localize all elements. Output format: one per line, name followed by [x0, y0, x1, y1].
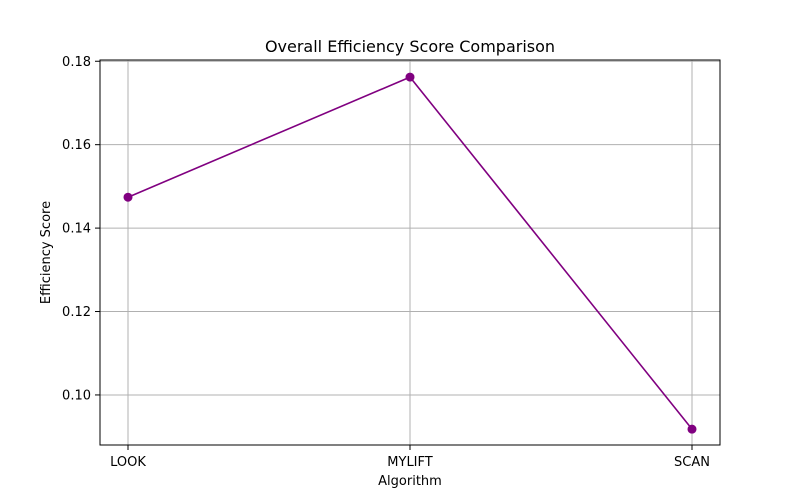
y-tick-label: 0.14 [62, 222, 91, 237]
y-tick-label: 0.10 [62, 388, 91, 403]
y-tick-label: 0.18 [62, 55, 91, 70]
x-tick-label: MYLIFT [387, 455, 432, 470]
y-axis-label: Efficiency Score [39, 201, 54, 304]
grid [100, 60, 720, 445]
data-point [123, 192, 133, 202]
y-tick-label: 0.12 [62, 305, 91, 320]
x-tick-label: LOOK [110, 455, 146, 470]
plot-frame [99, 59, 721, 446]
y-tick-label: 0.16 [62, 138, 91, 153]
x-axis-ticks: LOOK MYLIFT SCAN [110, 445, 710, 470]
series-group [123, 72, 697, 434]
data-point [405, 72, 415, 82]
chart-title: Overall Efficiency Score Comparison [265, 37, 555, 56]
y-axis-ticks: 0.10 0.12 0.14 0.16 0.18 [62, 55, 100, 403]
x-axis-label: Algorithm [378, 474, 442, 489]
x-tick-label: SCAN [674, 455, 710, 470]
data-point [687, 424, 697, 434]
